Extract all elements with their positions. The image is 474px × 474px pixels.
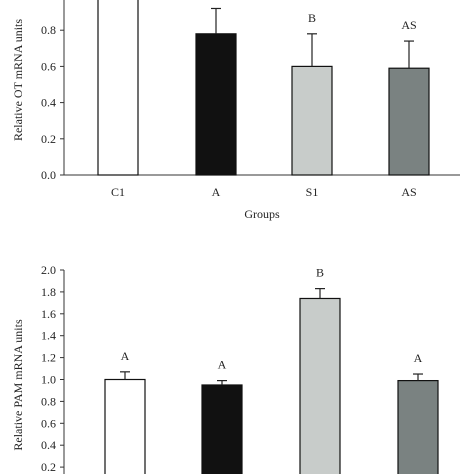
ot-bar-s1 xyxy=(291,65,333,176)
pam-y-tick-label: 1.6 xyxy=(41,307,56,321)
pam-y-tick-label: 0.8 xyxy=(41,394,56,408)
ot-y-tick-label: 0.8 xyxy=(41,23,56,37)
pam-y-tick-label: 0.4 xyxy=(41,438,56,452)
pam-y-tick-label: 1.2 xyxy=(41,351,56,365)
ot-x-tick-label: A xyxy=(212,185,221,199)
pam-chart: Relative PAM mRNA units 0.2 0.4 0.6 0.8 1.0 1… xyxy=(11,263,439,474)
pam-y-tick-label: 1.0 xyxy=(41,373,56,387)
pam-y-axis-label: Relative PAM mRNA units xyxy=(11,319,25,451)
ot-y-tick-label: 0.2 xyxy=(41,132,56,146)
pam-bar-as xyxy=(397,379,439,474)
ot-x-axis-label: Groups xyxy=(244,207,280,221)
ot-bar-a xyxy=(195,33,237,176)
ot-bar-c1 xyxy=(97,0,139,176)
ot-y-axis-label: Relative OT mRNA units xyxy=(11,19,25,141)
pam-y-tick-label: 0.6 xyxy=(41,416,56,430)
ot-x-tick-label: C1 xyxy=(111,185,125,199)
ot-y-tick-label: 0.0 xyxy=(41,168,56,182)
ot-y-tick-label: 0.6 xyxy=(41,59,56,73)
ot-significance-letter: B xyxy=(308,11,316,25)
pam-bar-a xyxy=(201,384,243,474)
ot-x-tick-label: S1 xyxy=(306,185,319,199)
pam-significance-letter: A xyxy=(121,349,130,363)
pam-bar-s1 xyxy=(299,297,341,474)
pam-y-tick-label: 0.2 xyxy=(41,460,56,474)
pam-bar-c1 xyxy=(104,378,146,474)
pam-significance-letter: B xyxy=(316,266,324,280)
ot-x-tick-label: AS xyxy=(401,185,416,199)
pam-y-tick-label: 1.8 xyxy=(41,285,56,299)
pam-y-tick-label: 1.4 xyxy=(41,329,56,343)
ot-y-tick-label: 0.4 xyxy=(41,96,56,110)
pam-y-tick-label: 2.0 xyxy=(41,263,56,277)
ot-significance-letter: AS xyxy=(401,18,416,32)
pam-significance-letter: A xyxy=(414,351,423,365)
ot-bar-as xyxy=(388,67,430,176)
ot-chart: Relative OT mRNA units Groups 0.0 0.2 0.4 0… xyxy=(11,0,460,221)
pam-significance-letter: A xyxy=(218,358,227,372)
